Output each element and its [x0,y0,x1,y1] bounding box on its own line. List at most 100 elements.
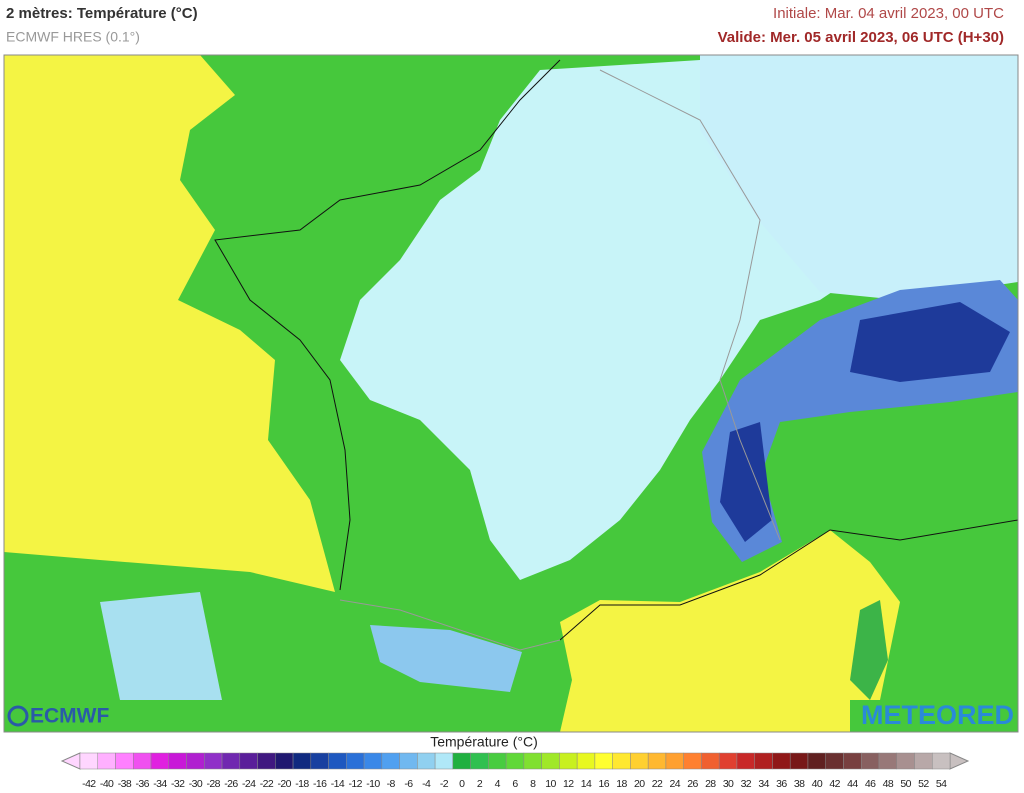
colorbar-box [150,752,170,770]
colorbar-tick-label: -14 [331,778,345,790]
meteored-logo: METEORED [861,700,1014,730]
ecmwf-icon [7,705,29,727]
colorbar-box [328,752,347,770]
map-subtitle: ECMWF HRES (0.1°) [6,29,140,45]
colorbar-box [505,752,525,770]
colorbar-tick-label: 24 [670,778,681,790]
colorbar-box [772,752,791,770]
colorbar-tick-label: 54 [936,778,947,790]
colorbar-tick-label: 42 [829,778,840,790]
colorbar-box [807,752,826,770]
colorbar-tick-label: 2 [477,778,483,790]
legend-title: Température (°C) [430,734,538,750]
colorbar-box [115,752,134,770]
colorbar-tick-label: -32 [171,778,185,790]
germany-cold [700,55,1018,300]
colorbar-tick-label: 0 [459,778,465,790]
corsica [850,600,888,700]
colorbar-box [630,752,649,770]
colorbar-box [363,752,383,770]
colorbar-tick-label: 14 [581,778,592,790]
alps-south [720,422,772,542]
colorbar-tick-label: -22 [260,778,274,790]
colorbar-box [275,752,294,770]
colorbar-tick-label: -4 [422,778,431,790]
colorbar-box [683,752,702,770]
colorbar-box [204,752,223,770]
colorbar-tick-label: 10 [545,778,556,790]
colorbar-tick-label: -2 [440,778,449,790]
borders [339,599,561,651]
atlantic-sea [4,55,335,592]
colorbar-box [133,752,152,770]
alps-core [850,302,1010,382]
colorbar-box [97,752,116,770]
colorbar-tick-label: 40 [812,778,823,790]
mediterranean-sea [560,530,900,732]
coastline [214,59,561,591]
colorbar-box [896,752,915,770]
borders [599,69,781,541]
colorbar-box [878,752,897,770]
colorbar-tick-label: 18 [616,778,627,790]
colorbar-tick-label: -16 [313,778,327,790]
colorbar-tick-label: -12 [349,778,363,790]
colorbar-box [541,752,560,770]
colorbar-tick-label: 34 [758,778,769,790]
colorbar-tick-label: 22 [652,778,663,790]
colorbar-box [452,752,471,770]
colorbar-box [79,752,99,770]
colorbar-tick-label: 44 [847,778,858,790]
colorbar-box [257,752,276,770]
colorbar-box [718,752,738,770]
colorbar-tick-label: -34 [153,778,167,790]
colorbar-box [488,752,507,770]
colorbar-box [221,752,241,770]
coastline-south [559,519,1018,641]
colorbar-tick-label: -38 [118,778,132,790]
colorbar-tick-label: 4 [495,778,501,790]
init-time: Initiale: Mar. 04 avril 2023, 00 UTC [773,5,1004,22]
colorbar-tick-label: 38 [794,778,805,790]
map-title: 2 mètres: Température (°C) [6,5,198,22]
map-frame [3,54,1019,733]
colorbar-tick-label: 12 [563,778,574,790]
colorbar-tick-label: 50 [900,778,911,790]
colorbar-tick-label: 46 [865,778,876,790]
colorbar-box [860,752,880,770]
valid-time: Valide: Mer. 05 avril 2023, 06 UTC (H+30… [718,29,1004,46]
colorbar: -42 -40 -38 -36 -34 -32 -30 -28 -26 -24 -22 -20 -18-… [60,752,970,790]
colorbar-tick-label: 48 [883,778,894,790]
colorbar-box [843,752,862,770]
colorbar-tick-label: -10 [366,778,380,790]
colorbar-tick-label: -20 [277,778,291,790]
ecmwf-logo: ECMWF [30,705,109,728]
colorbar-tick-label: -40 [100,778,114,790]
colorbar-box [647,752,667,770]
colorbar-box [789,752,809,770]
colorbar-tick-label: 6 [512,778,518,790]
colorbar-box [168,752,187,770]
colorbar-tick-label: 32 [741,778,752,790]
colorbar-box [576,752,596,770]
colorbar-tick-label: 52 [918,778,929,790]
colorbar-box [381,752,400,770]
colorbar-tick-label: 16 [599,778,610,790]
colorbar-tick-label: -6 [404,778,413,790]
colorbar-box [914,752,933,770]
colorbar-tick-label: -8 [387,778,396,790]
colorbar-tick-label: -30 [189,778,203,790]
colorbar-box [399,752,418,770]
colorbar-tick-label: 20 [634,778,645,790]
colorbar-box [523,752,542,770]
colorbar-box [292,752,312,770]
colorbar-tick-label: -26 [224,778,238,790]
colorbar-tick-label: 28 [705,778,716,790]
pyrenees [370,625,522,692]
colorbar-box [754,752,773,770]
colorbar-tick-label: 8 [530,778,536,790]
colorbar-tick-label: -36 [135,778,149,790]
colorbar-box [470,752,489,770]
colorbar-box [736,752,755,770]
colorbar-box [825,752,844,770]
